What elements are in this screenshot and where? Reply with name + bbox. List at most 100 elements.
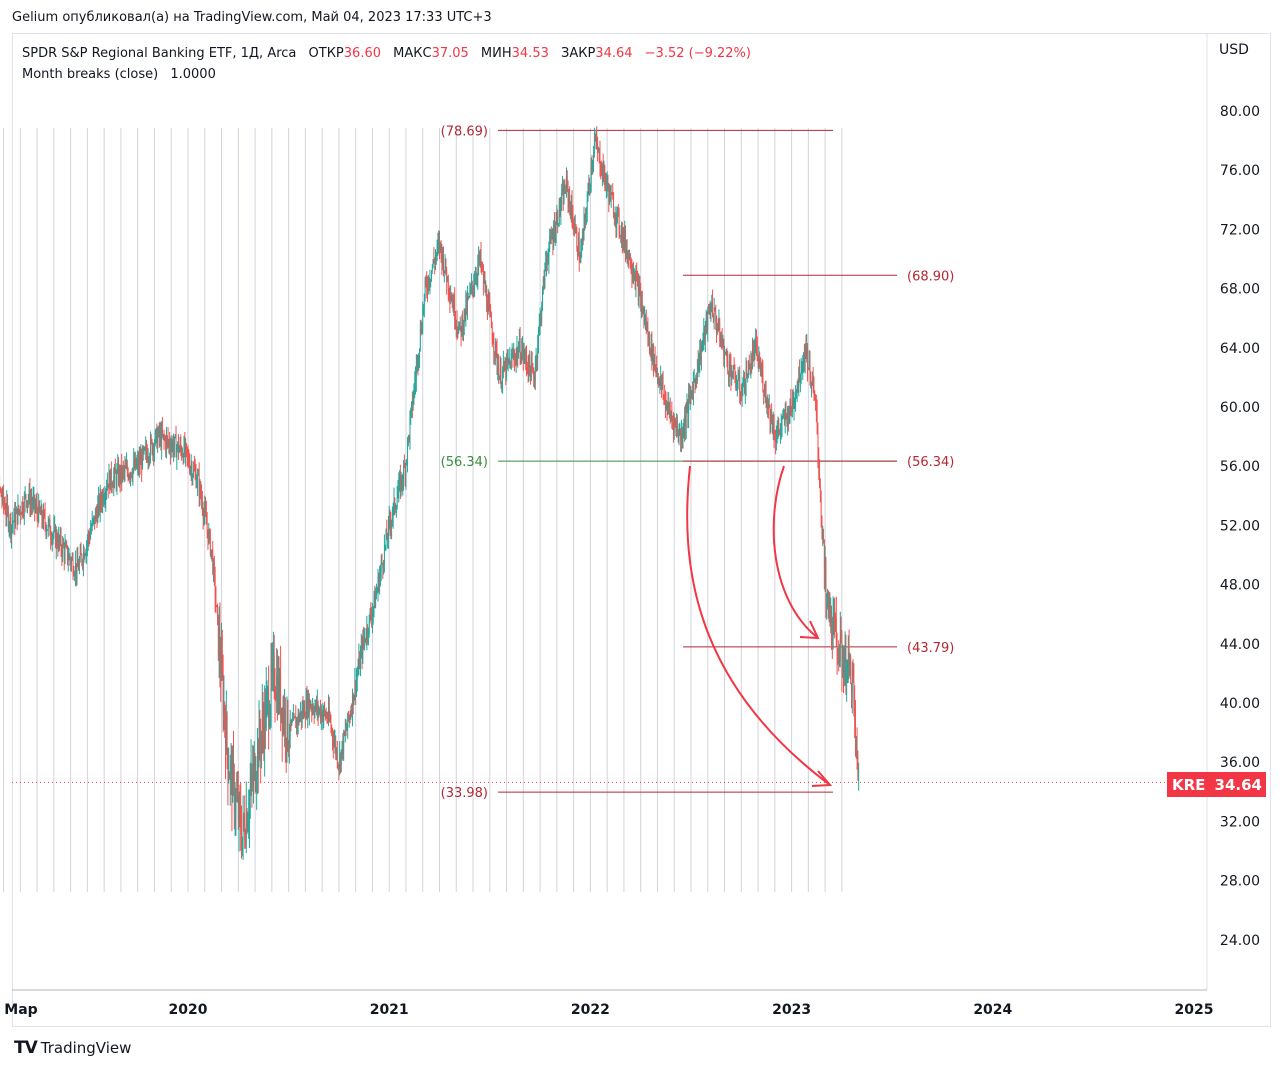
candle-body [368,615,370,634]
candle-body [298,714,300,722]
candle-body [509,360,511,362]
candle-body [403,465,404,482]
candle-body [743,374,745,386]
candle-body [551,237,553,240]
candle-body [727,361,729,372]
candle-body [431,266,433,271]
candle-body [500,368,502,387]
candle-body [774,437,776,440]
candle-body [490,310,491,315]
candle-body [336,749,337,753]
candle-body [657,373,659,381]
candle-body [431,270,432,280]
level-label: (56.34) [907,455,954,470]
candle-body [146,447,147,454]
candle-body [563,186,565,204]
candle-body [381,561,383,564]
candle-body [66,545,68,547]
candle-body [27,498,29,501]
candle-body [566,176,568,185]
candle-body [177,442,179,448]
candle-body [445,259,447,274]
currency-label[interactable]: USD [1219,42,1249,58]
candle-body [858,776,860,778]
candle-body [474,284,476,286]
candle-body [689,392,691,398]
candle-body [326,715,328,720]
candle-body [288,736,290,751]
candle-body [256,777,258,785]
candle-body [223,704,225,715]
candle-body [319,708,321,711]
candle-body [130,473,132,477]
candle-body [129,475,131,478]
candle-body [535,356,537,368]
candle-body [632,273,634,276]
candle-body [124,467,126,472]
candle-body [669,408,671,416]
candle-body [114,467,115,477]
candle-body [772,423,773,431]
candle-body [840,634,842,643]
candle-body [173,446,175,453]
candle-body [328,707,330,719]
candle-body [134,460,135,468]
candle-body [617,209,619,213]
candle-body [92,518,94,521]
candle-body [168,441,170,443]
candle-body [90,531,91,539]
candle-body [186,444,187,448]
candle-body [98,497,99,506]
candle-body [465,299,467,318]
candle-body [432,259,434,267]
candle-body [57,544,59,549]
candle-body [808,360,810,369]
candle-body [279,674,281,705]
candle-body [426,282,428,290]
candle-body [780,426,781,433]
candle-body [235,795,237,811]
candle-body [458,326,460,334]
candle-body [350,711,352,717]
candle-body [31,503,33,506]
candle-body [791,408,792,413]
candle-body [390,523,392,528]
candle-body [697,359,699,372]
candle-body [819,468,820,486]
candle-body [686,403,688,412]
candle-body [395,508,397,510]
candle-body [512,354,514,358]
candle-body [772,424,774,431]
time-axis: Мар 2020 2021 2022 2023 2024 2025 [4,1002,1213,1018]
candle-body [665,395,666,409]
price-tick: 52.00 [1220,518,1260,534]
candle-body [463,308,465,325]
candle-body [300,711,301,717]
candle-body [59,536,60,542]
candle-body [478,255,480,265]
candle-body [548,248,550,262]
candle-body [577,248,579,255]
candle-body [80,551,82,556]
candle-body [822,537,824,539]
candle-body [444,259,446,271]
candle-body [355,680,357,693]
candle-body [483,268,484,283]
candle-body [273,655,275,691]
candle-body [123,468,125,472]
candle-body [836,636,838,654]
candle-body [346,728,348,731]
candle-body [265,697,267,729]
candle-body [205,513,207,525]
candle-body [456,323,458,330]
candle-body [395,509,396,511]
candle-body [35,504,37,508]
candle-body [320,708,321,720]
indicator-row[interactable]: Month breaks (close) 1.0000 [22,64,751,85]
candle-body [391,521,392,528]
candle-body [294,717,296,719]
candle-body [284,708,286,726]
symbol-title[interactable]: SPDR S&P Regional Banking ETF, 1Д, Arca [22,46,297,61]
candle-body [734,368,736,379]
